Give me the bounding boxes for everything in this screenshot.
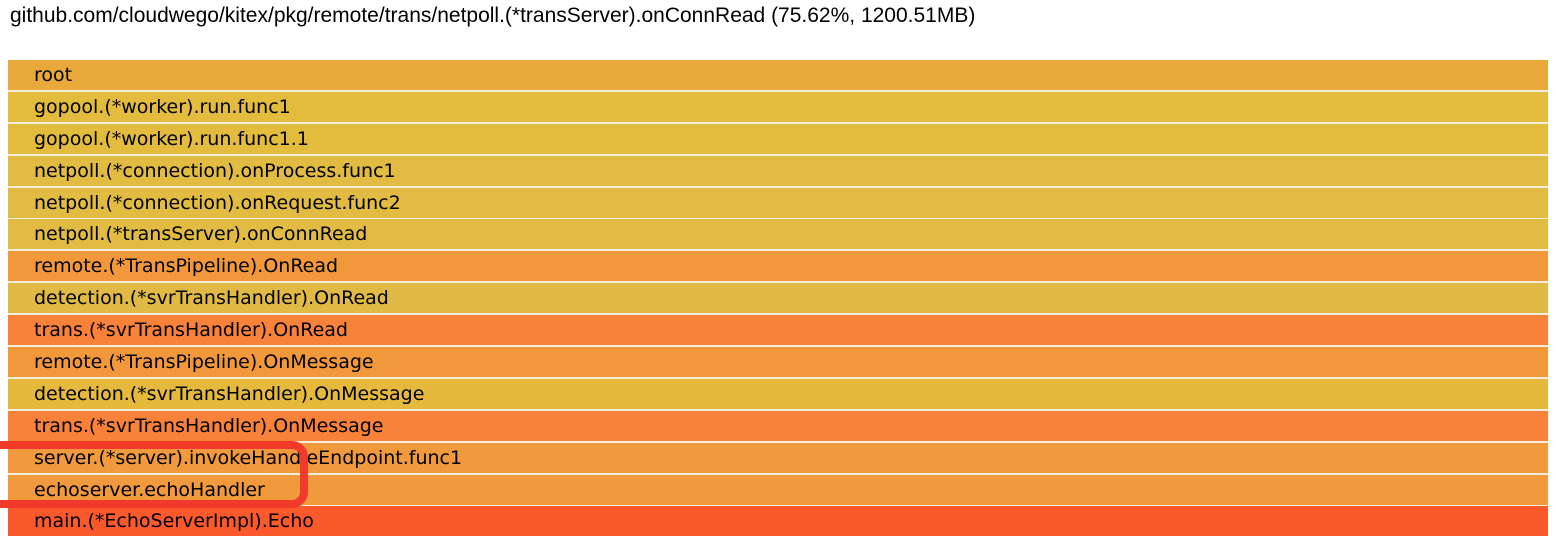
- flame-frame[interactable]: gopool.(*worker).run.func1: [8, 91, 1548, 122]
- flame-frame[interactable]: netpoll.(*connection).onRequest.func2: [8, 187, 1548, 218]
- flame-frame[interactable]: netpoll.(*transServer).onConnRead: [8, 219, 1548, 250]
- flame-frame[interactable]: trans.(*svrTransHandler).OnRead: [8, 315, 1548, 346]
- flamegraph: root gopool.(*worker).run.func1 gopool.(*w…: [8, 60, 1548, 537]
- selected-frame-title: github.com/cloudwego/kitex/pkg/remote/tr…: [10, 4, 976, 27]
- flame-frame[interactable]: main.(*EchoServerImpl).Echo: [8, 506, 1548, 537]
- flame-frame[interactable]: echoserver.echoHandler: [8, 474, 1548, 505]
- flame-frame[interactable]: trans.(*svrTransHandler).OnMessage: [8, 410, 1548, 441]
- flame-frame[interactable]: remote.(*TransPipeline).OnMessage: [8, 347, 1548, 378]
- flame-frame[interactable]: detection.(*svrTransHandler).OnMessage: [8, 378, 1548, 409]
- flame-frame[interactable]: root: [8, 60, 1548, 90]
- flame-frame[interactable]: remote.(*TransPipeline).OnRead: [8, 251, 1548, 282]
- flame-frame[interactable]: detection.(*svrTransHandler).OnRead: [8, 283, 1548, 314]
- flame-frame[interactable]: netpoll.(*connection).onProcess.func1: [8, 155, 1548, 186]
- flame-frame[interactable]: server.(*server).invokeHandleEndpoint.fu…: [8, 442, 1548, 473]
- flame-frame[interactable]: gopool.(*worker).run.func1.1: [8, 123, 1548, 154]
